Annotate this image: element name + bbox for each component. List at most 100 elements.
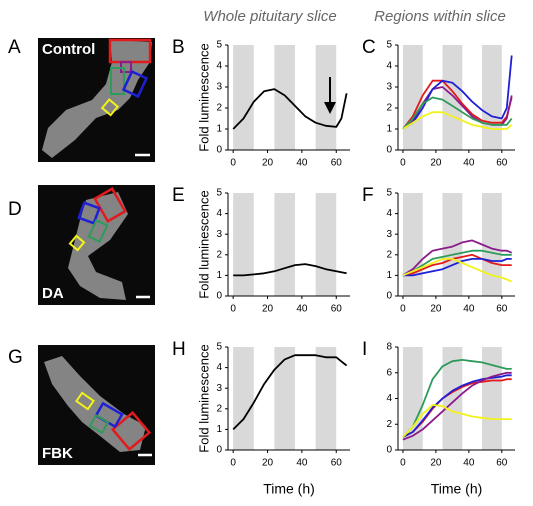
shaded-band xyxy=(442,193,463,296)
x-tick-label: 0 xyxy=(400,304,406,315)
x-axis-title: Time (h) xyxy=(263,481,315,497)
series-line xyxy=(402,258,513,283)
y-tick-label: 0 xyxy=(386,291,392,302)
roi xyxy=(77,201,101,225)
x-tick-label: 20 xyxy=(430,304,442,315)
shaded-band xyxy=(482,193,502,296)
y-tick-label: 2 xyxy=(386,419,392,430)
panel-letter: B xyxy=(172,37,185,58)
roi xyxy=(110,410,152,452)
shaded-band xyxy=(402,347,423,450)
y-tick-label: 5 xyxy=(216,188,222,199)
micrograph: Control xyxy=(38,38,155,162)
column-heading: Whole pituitary slice xyxy=(203,8,336,25)
series-line xyxy=(402,258,512,277)
roi xyxy=(87,218,109,244)
series-line xyxy=(402,96,513,130)
series-line xyxy=(402,253,512,277)
panel-letter: C xyxy=(362,37,376,58)
shaded-band xyxy=(274,193,296,296)
image-label: FBK xyxy=(42,445,73,462)
y-tick-label: 1 xyxy=(386,124,392,135)
x-tick-label: 40 xyxy=(463,304,475,315)
y-tick-label: 5 xyxy=(386,188,392,199)
series-line xyxy=(402,404,512,438)
roi xyxy=(93,187,127,223)
y-tick-label: 0 xyxy=(216,145,222,156)
y-tick-label: 5 xyxy=(216,40,222,51)
image-label: DA xyxy=(42,285,64,302)
shaded-band xyxy=(233,45,254,150)
y-tick-label: 1 xyxy=(386,270,392,281)
x-tick-label: 60 xyxy=(496,158,508,169)
shaded-band xyxy=(442,45,463,150)
x-tick-label: 60 xyxy=(331,158,343,169)
x-tick-label: 60 xyxy=(331,458,343,469)
x-tick-label: 20 xyxy=(430,158,442,169)
micrograph: FBK xyxy=(38,345,155,465)
x-tick-label: 40 xyxy=(296,458,308,469)
series-line xyxy=(402,359,512,438)
panel-letter: I xyxy=(362,339,367,360)
tissue xyxy=(44,356,146,452)
series-line xyxy=(232,88,348,130)
roi xyxy=(121,69,149,99)
x-tick-label: 60 xyxy=(331,304,343,315)
shaded-band xyxy=(482,45,502,150)
y-tick-label: 3 xyxy=(386,229,392,240)
y-tick-label: 0 xyxy=(216,445,222,456)
y-axis-title: Fold luminescence xyxy=(196,43,211,151)
x-tick-label: 20 xyxy=(262,304,274,315)
shaded-band xyxy=(402,193,423,296)
shaded-band xyxy=(315,45,337,150)
y-axis-title: Fold luminescence xyxy=(196,190,211,298)
x-tick-label: 0 xyxy=(230,158,236,169)
x-tick-label: 40 xyxy=(463,158,475,169)
series-line xyxy=(402,249,512,277)
y-tick-label: 0 xyxy=(386,145,392,156)
x-tick-label: 0 xyxy=(230,458,236,469)
y-tick-label: 4 xyxy=(216,61,222,72)
panel-letter: H xyxy=(172,339,186,360)
y-tick-label: 8 xyxy=(386,342,392,353)
y-tick-label: 0 xyxy=(216,291,222,302)
y-tick-label: 6 xyxy=(386,367,392,378)
image-label: Control xyxy=(42,41,95,58)
column-heading: Regions within slice xyxy=(374,8,506,25)
x-axis-title: Time (h) xyxy=(431,481,483,497)
y-tick-label: 3 xyxy=(386,82,392,93)
x-tick-label: 40 xyxy=(296,158,308,169)
panel-letter: G xyxy=(8,347,23,368)
shaded-band xyxy=(274,347,296,450)
x-tick-label: 20 xyxy=(430,458,442,469)
y-tick-label: 2 xyxy=(386,249,392,260)
panel-letter: F xyxy=(362,185,374,206)
x-tick-label: 40 xyxy=(463,458,475,469)
y-tick-label: 3 xyxy=(216,229,222,240)
x-tick-label: 0 xyxy=(400,458,406,469)
panel-letter: A xyxy=(8,37,21,58)
x-tick-label: 0 xyxy=(230,304,236,315)
micrograph: DA xyxy=(38,185,155,305)
shaded-band xyxy=(315,347,337,450)
arrow xyxy=(324,77,336,114)
y-tick-label: 2 xyxy=(216,249,222,260)
y-tick-label: 4 xyxy=(386,208,392,219)
series-line xyxy=(402,111,513,130)
y-tick-label: 2 xyxy=(386,103,392,114)
roi xyxy=(75,391,95,411)
x-tick-label: 20 xyxy=(262,158,274,169)
series-line xyxy=(232,354,348,431)
y-tick-label: 4 xyxy=(216,362,222,373)
shaded-band xyxy=(233,193,254,296)
y-tick-label: 5 xyxy=(386,40,392,51)
shaded-band xyxy=(402,45,423,150)
y-axis-title: Fold luminescence xyxy=(196,344,211,452)
shaded-band xyxy=(274,45,296,150)
roi xyxy=(110,67,125,95)
x-tick-label: 60 xyxy=(496,458,508,469)
y-tick-label: 5 xyxy=(216,342,222,353)
x-tick-label: 60 xyxy=(496,304,508,315)
y-tick-label: 4 xyxy=(216,208,222,219)
